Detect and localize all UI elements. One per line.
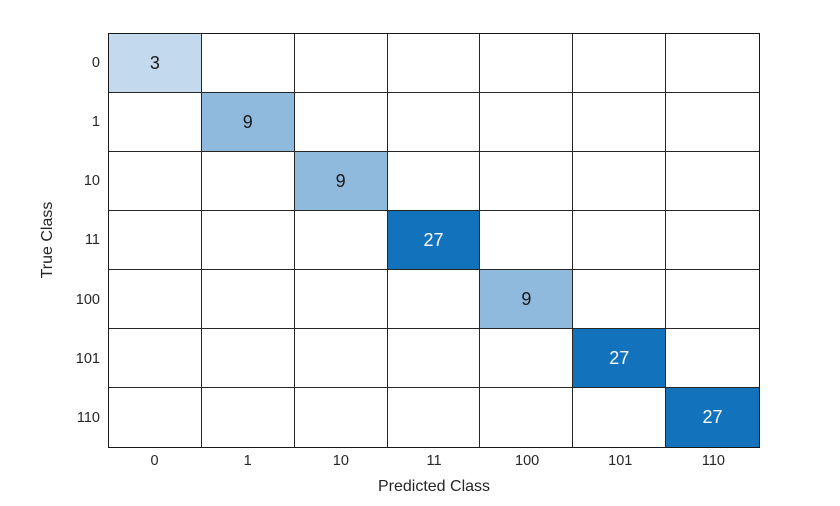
- x-tick-labels: 0 1 10 11 100 101 110: [108, 453, 760, 471]
- x-tick-label: 0: [150, 453, 159, 469]
- matrix-cell: [109, 211, 202, 270]
- matrix-cell: [387, 329, 481, 388]
- matrix-cell: [666, 34, 759, 93]
- matrix-cell: [480, 211, 574, 270]
- x-tick-label: 101: [608, 453, 633, 469]
- matrix-cell: 3: [109, 34, 202, 93]
- matrix-cell: [573, 270, 667, 329]
- matrix-cell: [573, 211, 667, 270]
- matrix-cell: [480, 329, 574, 388]
- y-tick-label: 1: [91, 113, 100, 130]
- matrix-cell: [294, 34, 388, 93]
- x-axis-label: Predicted Class: [377, 478, 491, 495]
- matrix-cell: [201, 329, 295, 388]
- matrix-cell: [480, 93, 574, 152]
- y-tick-labels: 0 1 10 11 100 101 110: [0, 33, 100, 448]
- matrix-cell: [387, 270, 481, 329]
- matrix-cell: [480, 152, 574, 211]
- matrix-cell: [201, 270, 295, 329]
- matrix-cell: [109, 93, 202, 152]
- matrix-cell: [109, 388, 202, 447]
- matrix-cell: [109, 329, 202, 388]
- matrix-cell: [387, 93, 481, 152]
- matrix-cell: [109, 270, 202, 329]
- matrix-cell: [387, 388, 481, 447]
- matrix-cell: 9: [201, 93, 295, 152]
- y-tick-label: 0: [91, 54, 100, 71]
- matrix-cell: [573, 388, 667, 447]
- y-tick-label: 101: [75, 351, 100, 368]
- matrix-cell: [387, 34, 481, 93]
- matrix-cell: [573, 34, 667, 93]
- y-tick-label: 100: [75, 291, 100, 308]
- matrix-cell: [573, 93, 667, 152]
- confusion-matrix-grid: 3 9 9 27 9 27 27: [108, 33, 760, 448]
- matrix-cell: [294, 270, 388, 329]
- y-tick-label: 10: [83, 173, 100, 190]
- matrix-cell: 9: [480, 270, 574, 329]
- matrix-cell: [387, 152, 481, 211]
- matrix-cell: [666, 93, 759, 152]
- matrix-cell: [573, 152, 667, 211]
- matrix-cell: 27: [387, 211, 481, 270]
- matrix-cell: [666, 152, 759, 211]
- matrix-cell: [480, 34, 574, 93]
- matrix-cell: [294, 329, 388, 388]
- matrix-cell: [480, 388, 574, 447]
- matrix-cell: [294, 211, 388, 270]
- y-tick-label: 110: [76, 410, 100, 427]
- y-tick-label: 11: [84, 232, 100, 249]
- matrix-cell: [201, 152, 295, 211]
- x-tick-label: 100: [515, 453, 540, 469]
- x-tick-label: 10: [332, 453, 349, 469]
- matrix-cell: [201, 211, 295, 270]
- x-tick-label: 11: [426, 453, 442, 469]
- matrix-cell: 27: [666, 388, 759, 447]
- x-tick-label: 110: [701, 453, 725, 469]
- x-tick-label: 1: [243, 453, 252, 469]
- matrix-cell: [294, 388, 388, 447]
- matrix-cell: 27: [573, 329, 667, 388]
- matrix-cell: [666, 211, 759, 270]
- matrix-cell: [666, 270, 759, 329]
- matrix-cell: [109, 152, 202, 211]
- matrix-cell: [294, 93, 388, 152]
- matrix-cell: [201, 388, 295, 447]
- matrix-cell: 9: [294, 152, 388, 211]
- matrix-cell: [201, 34, 295, 93]
- matrix-cell: [666, 329, 759, 388]
